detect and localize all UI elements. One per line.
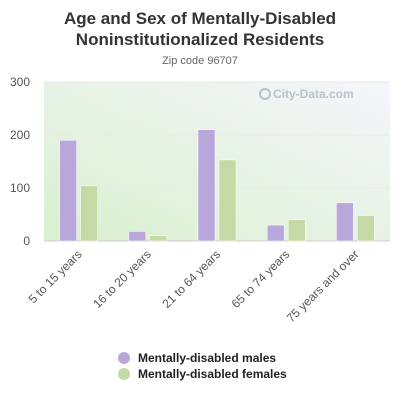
legend-swatch-females [118,368,130,380]
bar-males [128,231,147,242]
x-tick-label: 5 to 15 years [26,247,85,306]
x-tick-label: 65 to 74 years [229,247,293,311]
y-tick-label: 200 [10,128,30,142]
watermark-text: City-Data.com [273,87,354,101]
watermark-icon [259,88,271,100]
bar-females [357,215,375,242]
x-tick-label: 16 to 20 years [90,247,154,311]
legend-item-males: Mentally-disabled males [118,350,287,366]
legend-swatch-males [118,352,130,364]
x-tick-label: 21 to 64 years [159,247,223,311]
bar-males [59,140,77,242]
bar-females [287,219,306,242]
legend-label-males: Mentally-disabled males [138,351,277,365]
legend-item-females: Mentally-disabled females [118,366,287,382]
y-tick-label: 100 [10,181,30,195]
legend-label-females: Mentally-disabled females [138,367,287,381]
x-tick-label: 75 years and over [284,247,362,325]
bar-females [149,235,168,242]
y-tick-label: 300 [10,75,30,89]
y-tick-label: 0 [23,234,30,248]
plot-area [44,82,390,241]
bar-males [197,129,216,242]
watermark: City-Data.com [259,87,354,101]
bar-males [266,224,285,242]
bar-males [336,202,354,242]
chart-title: Age and Sex of Mentally-Disabled Noninst… [63,9,337,49]
bar-females [218,159,237,242]
legend: Mentally-disabled males Mentally-disable… [118,350,287,382]
bar-females [80,185,98,242]
chart-subtitle: Zip code 96707 [162,55,238,67]
